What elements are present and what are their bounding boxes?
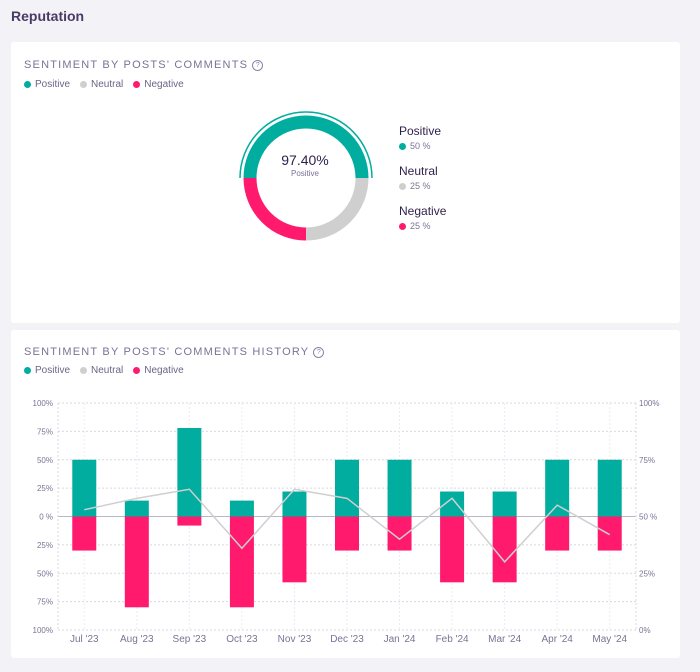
negative-dot-icon xyxy=(399,222,406,230)
breakdown-positive: Positive 50 % xyxy=(399,124,446,151)
sentiment-card: SENTIMENT BY POSTS' COMMENTS? Positive N… xyxy=(11,42,680,323)
breakdown-name: Neutral xyxy=(399,164,438,178)
bar-positive xyxy=(545,459,570,517)
history-title: SENTIMENT BY POSTS' COMMENTS HISTORY? xyxy=(24,346,325,358)
neutral-dot-icon xyxy=(80,367,88,374)
positive-dot-icon xyxy=(399,142,406,150)
bar-negative xyxy=(177,516,202,526)
bar-positive xyxy=(177,427,202,517)
donut-highlight-arc xyxy=(239,111,373,179)
page-title: Reputation xyxy=(11,8,85,24)
bar-positive xyxy=(492,491,517,517)
help-icon[interactable]: ? xyxy=(313,347,325,358)
legend-item-positive[interactable]: Positive xyxy=(24,79,70,90)
x-tick-label: Jul '23 xyxy=(70,634,99,645)
y-tick-left: 100% xyxy=(33,626,53,635)
donut-slice-neutral xyxy=(305,177,369,241)
x-tick-label: Sep '23 xyxy=(173,634,207,645)
breakdown-pct: 25 % xyxy=(410,221,431,231)
legend-label: Neutral xyxy=(91,79,124,90)
donut-slice-negative xyxy=(243,177,307,241)
donut-center-value: 97.40% xyxy=(281,152,329,168)
neutral-dot-icon xyxy=(80,81,88,88)
bar-negative xyxy=(440,516,465,583)
bar-negative xyxy=(335,516,359,551)
donut-center: 97.40% Positive xyxy=(237,152,373,178)
legend-label: Positive xyxy=(35,79,71,90)
legend-item-negative[interactable]: Negative xyxy=(133,365,184,376)
bar-positive xyxy=(387,459,412,517)
x-tick-label: Apr '24 xyxy=(541,634,573,645)
bar-negative xyxy=(597,516,622,551)
y-tick-left: 50% xyxy=(37,456,53,465)
breakdown-name: Positive xyxy=(399,124,442,138)
neutral-line xyxy=(84,488,611,564)
y-tick-right: 0% xyxy=(639,626,651,635)
y-tick-left: 75% xyxy=(37,598,53,607)
history-bar-chart: 100% 75% 50% 25% 0 % 25% 50% 75% 100% 100% 75% 50 %… xyxy=(33,399,660,645)
negative-dot-icon xyxy=(133,81,141,88)
neutral-dot-icon xyxy=(399,182,406,190)
y-tick-left: 75% xyxy=(37,427,53,436)
legend-item-negative[interactable]: Negative xyxy=(133,79,184,90)
help-icon[interactable]: ? xyxy=(252,60,264,71)
y-tick-left: 50% xyxy=(37,569,53,578)
x-tick-label: Jan '24 xyxy=(384,634,416,645)
bar-negative xyxy=(124,516,149,608)
bar-positive xyxy=(229,500,254,517)
y-tick-left: 100% xyxy=(33,399,53,408)
x-tick-label: Nov '23 xyxy=(278,634,312,645)
legend-label: Positive xyxy=(35,365,71,376)
bar-negative xyxy=(492,516,517,583)
bar-negative xyxy=(282,516,307,583)
negative-dot-icon xyxy=(133,367,141,374)
positive-dot-icon xyxy=(24,81,31,88)
y-tick-right: 25% xyxy=(639,569,655,578)
history-title-text: SENTIMENT BY POSTS' COMMENTS HISTORY xyxy=(24,346,310,358)
bar-positive xyxy=(335,459,359,517)
donut-center-label: Positive xyxy=(290,169,319,178)
sentiment-donut-chart xyxy=(239,111,373,241)
x-tick-label: Mar '24 xyxy=(488,634,521,645)
x-tick-label: Dec '23 xyxy=(330,634,364,645)
x-tick-label: Aug '23 xyxy=(120,634,154,645)
bar-positive xyxy=(282,491,307,517)
breakdown-pct: 25 % xyxy=(410,181,431,191)
sentiment-title: SENTIMENT BY POSTS' COMMENTS? xyxy=(24,59,264,71)
legend-item-positive[interactable]: Positive xyxy=(24,365,70,376)
bar-positive xyxy=(597,459,622,517)
breakdown-name: Negative xyxy=(399,204,447,218)
legend-item-neutral[interactable]: Neutral xyxy=(80,365,123,376)
bar-negative xyxy=(72,516,97,551)
sentiment-title-text: SENTIMENT BY POSTS' COMMENTS xyxy=(24,59,249,71)
breakdown-neutral: Neutral 25 % xyxy=(399,164,446,191)
donut-breakdown: Positive 50 % Neutral 25 % Negative 25 % xyxy=(399,124,446,244)
y-tick-right: 100% xyxy=(639,399,659,408)
bar-negative xyxy=(545,516,570,551)
y-tick-left: 0 % xyxy=(39,513,53,522)
breakdown-negative: Negative 25 % xyxy=(399,204,446,231)
y-tick-right: 75% xyxy=(639,456,655,465)
legend-label: Neutral xyxy=(91,365,124,376)
legend-label: Negative xyxy=(144,365,184,376)
legend-label: Negative xyxy=(144,79,184,90)
bar-negative xyxy=(229,516,254,608)
sentiment-legend: Positive Neutral Negative xyxy=(24,79,184,90)
positive-dot-icon xyxy=(24,367,31,374)
history-legend: Positive Neutral Negative xyxy=(24,365,184,376)
legend-item-neutral[interactable]: Neutral xyxy=(80,79,123,90)
breakdown-pct: 50 % xyxy=(410,141,431,151)
history-card: SENTIMENT BY POSTS' COMMENTS HISTORY? Po… xyxy=(11,330,680,658)
x-tick-label: Oct '23 xyxy=(226,634,258,645)
donut-slice-positive xyxy=(243,115,369,179)
y-tick-left: 25% xyxy=(37,484,53,493)
x-tick-label: May '24 xyxy=(592,634,627,645)
bar-positive xyxy=(124,500,149,517)
x-tick-label: Feb '24 xyxy=(436,634,469,645)
y-tick-right: 50 % xyxy=(639,513,657,522)
y-tick-left: 25% xyxy=(37,541,53,550)
bar-positive xyxy=(72,459,97,517)
